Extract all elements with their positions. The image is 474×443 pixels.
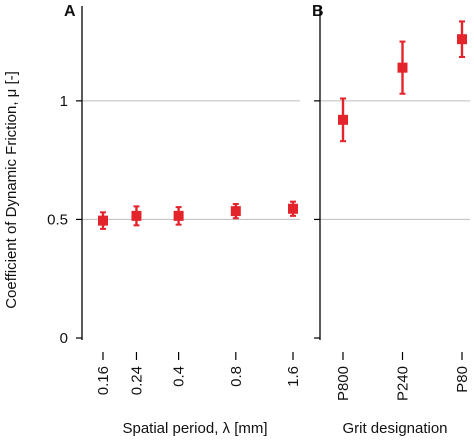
x-tick-label: P800 bbox=[335, 366, 352, 401]
panel-a-gridlines bbox=[82, 100, 300, 220]
panel-b-letter: B bbox=[312, 3, 324, 20]
data-point bbox=[457, 34, 467, 45]
data-point bbox=[230, 206, 241, 217]
data-point bbox=[397, 62, 408, 73]
data-point bbox=[98, 215, 108, 226]
x-tick-label: P240 bbox=[395, 366, 412, 401]
panel-a-y-ticks: 00.51 bbox=[47, 93, 82, 347]
panel-b-gridlines bbox=[320, 100, 470, 220]
y-tick-label: 1 bbox=[60, 93, 68, 110]
y-tick-label: 0 bbox=[60, 330, 68, 347]
panel-b-x-ticks: P800 P240 P80 bbox=[314, 100, 471, 401]
data-point bbox=[338, 114, 348, 125]
panel-a-x-axis-label: Spatial period, λ [mm] bbox=[122, 420, 267, 437]
x-tick-label: 0.24 bbox=[128, 366, 145, 395]
x-tick-label: 0.4 bbox=[171, 366, 188, 387]
y-tick-label: 0.5 bbox=[47, 211, 68, 228]
data-point bbox=[288, 203, 298, 214]
data-point bbox=[131, 210, 142, 221]
x-tick-label: 0.8 bbox=[228, 366, 245, 387]
panel-b-points bbox=[338, 20, 467, 143]
panel-a-points bbox=[98, 200, 298, 230]
panel-a-letter: A bbox=[64, 3, 76, 20]
panel-a: A 00.51 0.16 0.24 0.4 0.8 1.6 Spatial period… bbox=[47, 3, 302, 437]
y-axis-label: Coefficient of Dynamic Friction, μ [-] bbox=[3, 71, 20, 309]
x-tick-label: P80 bbox=[454, 366, 471, 393]
x-tick-label: 0.16 bbox=[95, 366, 112, 395]
data-point bbox=[173, 210, 184, 221]
panel-b: B P800 P240 P80 Grit designation bbox=[312, 3, 471, 437]
panel-b-x-axis-label: Grit designation bbox=[342, 420, 447, 437]
panel-a-x-ticks: 0.16 0.24 0.4 0.8 1.6 bbox=[95, 352, 302, 395]
x-tick-label: 1.6 bbox=[285, 366, 302, 387]
